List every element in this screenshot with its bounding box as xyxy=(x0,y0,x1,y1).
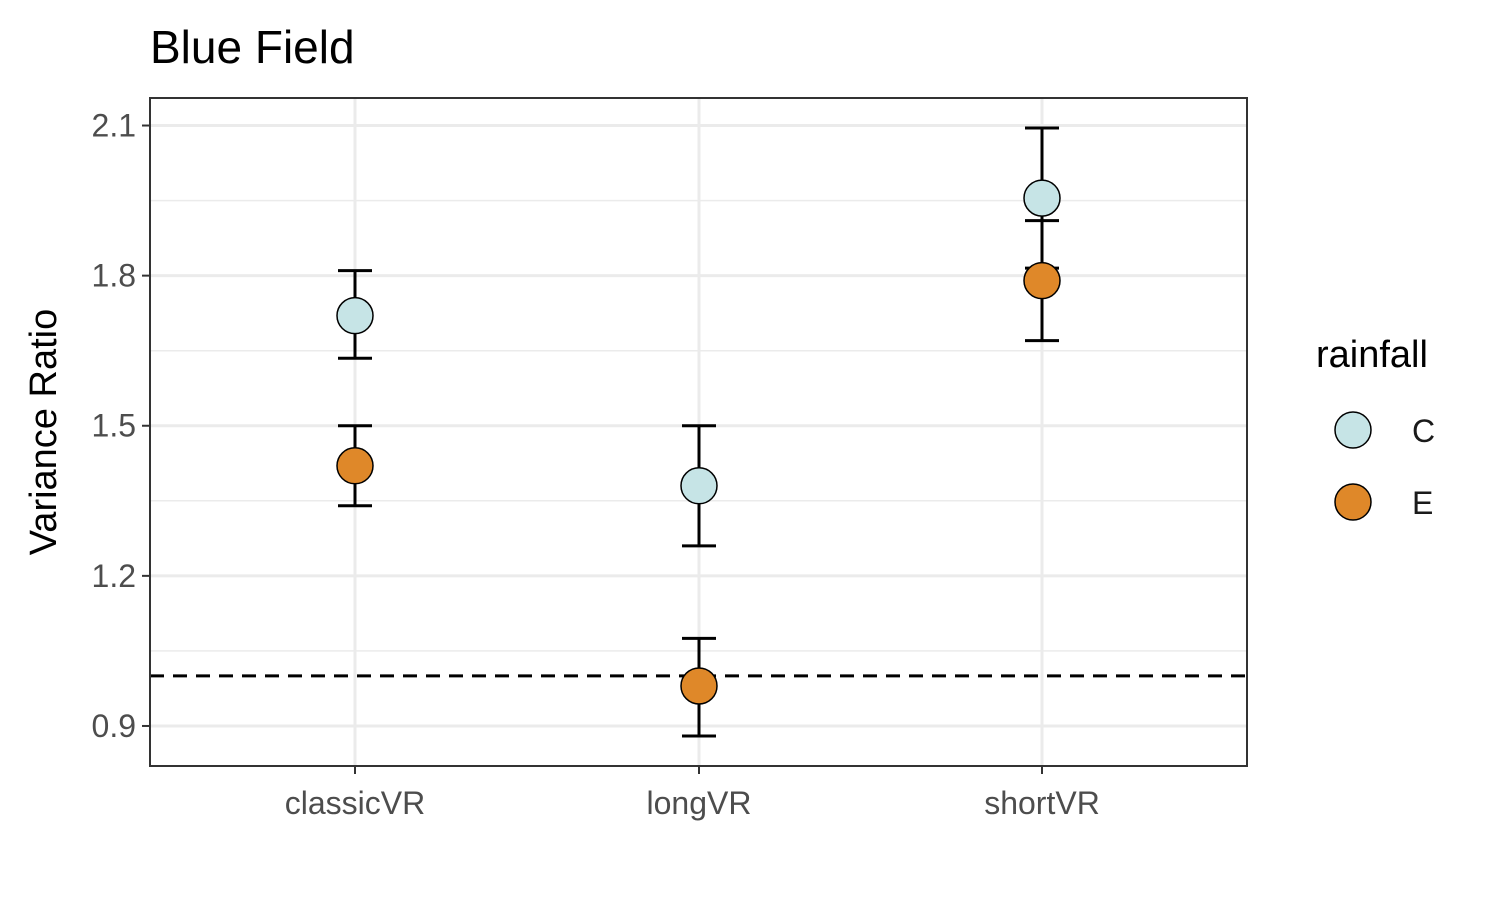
data-point-c xyxy=(336,296,374,335)
y-tick-label: 1.5 xyxy=(92,408,136,444)
y-tick-label: 2.1 xyxy=(92,108,136,144)
chart-title: Blue Field xyxy=(150,21,355,73)
legend-key-c xyxy=(1334,411,1372,449)
plot-area: 0.9 1.2 1.5 1.8 2.1 classicVR longVR shortVR xyxy=(92,97,1248,821)
x-tick-label: shortVR xyxy=(984,785,1100,821)
x-tick-label: classicVR xyxy=(285,785,425,821)
data-point-e xyxy=(1023,261,1061,300)
x-tick-label: longVR xyxy=(647,785,752,821)
legend-title: rainfall xyxy=(1316,334,1428,376)
data-point-e xyxy=(336,447,374,485)
y-tick-label: 0.9 xyxy=(92,708,136,744)
y-tick-label: 1.2 xyxy=(92,558,136,594)
legend-label-c: C xyxy=(1412,413,1435,449)
data-point-c xyxy=(1023,179,1061,217)
y-axis-label: Variance Ratio xyxy=(23,309,65,555)
legend-key-e xyxy=(1334,483,1372,521)
data-point-c xyxy=(680,467,718,505)
legend-label-e: E xyxy=(1412,485,1433,521)
data-point-e xyxy=(680,667,718,705)
y-tick-label: 1.8 xyxy=(92,258,136,294)
legend: rainfall CE xyxy=(1316,334,1435,521)
panel-border xyxy=(149,97,1248,767)
